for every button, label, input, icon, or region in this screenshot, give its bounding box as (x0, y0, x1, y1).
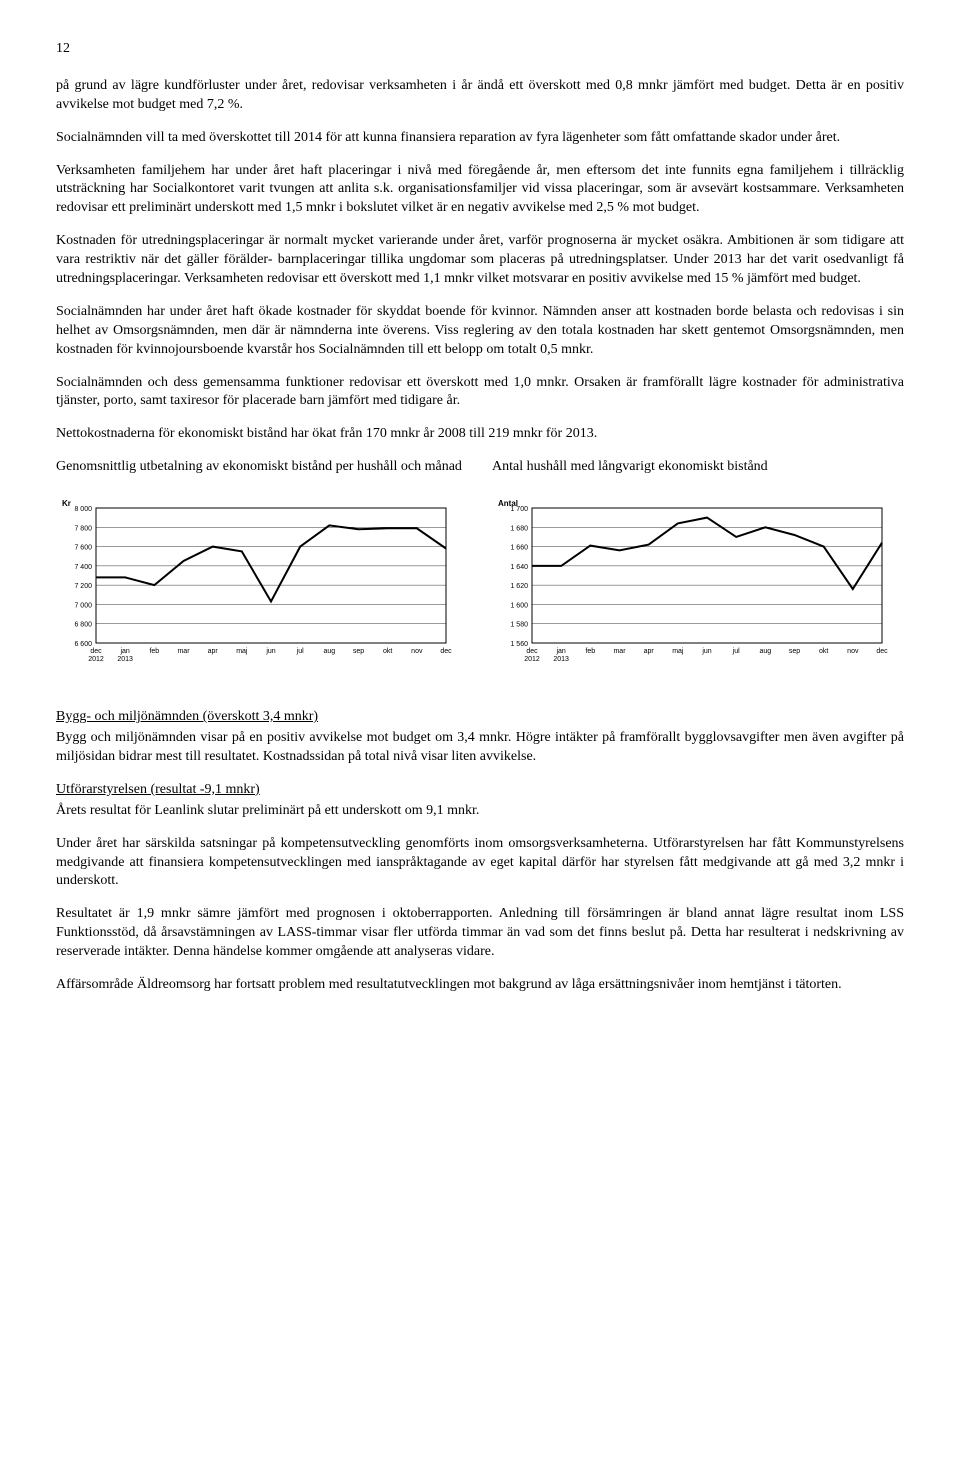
svg-text:sep: sep (789, 648, 800, 655)
svg-text:Kr: Kr (62, 499, 71, 508)
svg-text:7 200: 7 200 (74, 583, 92, 590)
section-heading-utf: Utförarstyrelsen (resultat -9,1 mnkr) (56, 781, 904, 800)
svg-text:mar: mar (613, 648, 626, 655)
svg-text:7 800: 7 800 (74, 526, 92, 533)
svg-text:nov: nov (411, 648, 423, 655)
paragraph: Socialnämnden har under året haft ökade … (56, 303, 904, 360)
paragraph: Bygg och miljönämnden visar på en positi… (56, 729, 904, 767)
svg-text:dec: dec (440, 648, 452, 655)
svg-text:feb: feb (585, 648, 595, 655)
paragraph: Affärsområde Äldreomsorg har fortsatt pr… (56, 976, 904, 995)
svg-text:okt: okt (383, 648, 392, 655)
paragraph: Kostnaden för utredningsplaceringar är n… (56, 232, 904, 289)
svg-text:dec: dec (90, 648, 102, 655)
paragraph: Under året har särskilda satsningar på k… (56, 835, 904, 892)
paragraph: Socialnämnden och dess gemensamma funkti… (56, 374, 904, 412)
svg-text:2013: 2013 (117, 656, 133, 663)
svg-text:apr: apr (644, 648, 655, 655)
page-number: 12 (56, 40, 904, 59)
chart-left-block: Genomsnittlig utbetalning av ekonomiskt … (56, 458, 468, 690)
svg-text:6 600: 6 600 (74, 641, 92, 648)
svg-text:1 680: 1 680 (510, 526, 528, 533)
svg-text:feb: feb (149, 648, 159, 655)
chart-left: Kr 6 600 6 800 7 000 7 200 7 400 7 600 7 800 8 0… (56, 498, 456, 690)
svg-text:okt: okt (819, 648, 828, 655)
svg-text:2013: 2013 (553, 656, 569, 663)
svg-text:apr: apr (208, 648, 219, 655)
svg-text:1 640: 1 640 (510, 564, 528, 571)
svg-text:2012: 2012 (88, 656, 104, 663)
paragraph: Årets resultat för Leanlink slutar preli… (56, 802, 904, 821)
svg-text:7 000: 7 000 (74, 603, 92, 610)
svg-text:jul: jul (732, 648, 740, 655)
svg-text:1 600: 1 600 (510, 603, 528, 610)
section-heading-bygg: Bygg- och miljönämnden (överskott 3,4 mn… (56, 708, 904, 727)
svg-text:1 700: 1 700 (510, 506, 528, 513)
svg-text:maj: maj (236, 648, 248, 655)
svg-text:dec: dec (526, 648, 538, 655)
svg-text:jan: jan (119, 648, 129, 655)
svg-text:maj: maj (672, 648, 684, 655)
svg-text:7 600: 7 600 (74, 545, 92, 552)
svg-text:1 620: 1 620 (510, 583, 528, 590)
svg-text:dec: dec (876, 648, 888, 655)
svg-text:6 800: 6 800 (74, 622, 92, 629)
svg-text:mar: mar (177, 648, 190, 655)
paragraph: Nettokostnaderna för ekonomiskt bistånd … (56, 425, 904, 444)
chart-right-title: Antal hushåll med långvarigt ekonomiskt … (492, 458, 904, 494)
charts-row: Genomsnittlig utbetalning av ekonomiskt … (56, 458, 904, 690)
paragraph: Verksamheten familjehem har under året h… (56, 162, 904, 219)
svg-text:8 000: 8 000 (74, 506, 92, 513)
svg-text:jul: jul (296, 648, 304, 655)
svg-text:jun: jun (265, 648, 275, 655)
paragraph: Socialnämnden vill ta med överskottet ti… (56, 129, 904, 148)
svg-text:1 660: 1 660 (510, 545, 528, 552)
svg-text:7 400: 7 400 (74, 564, 92, 571)
paragraph: Resultatet är 1,9 mnkr sämre jämfört med… (56, 905, 904, 962)
svg-text:nov: nov (847, 648, 859, 655)
svg-text:jun: jun (701, 648, 711, 655)
svg-text:1 580: 1 580 (510, 622, 528, 629)
paragraph: på grund av lägre kundförluster under år… (56, 77, 904, 115)
svg-text:aug: aug (323, 648, 335, 655)
chart-right-block: Antal hushåll med långvarigt ekonomiskt … (492, 458, 904, 690)
svg-text:1 560: 1 560 (510, 641, 528, 648)
svg-text:2012: 2012 (524, 656, 540, 663)
svg-text:aug: aug (759, 648, 771, 655)
svg-text:jan: jan (555, 648, 565, 655)
svg-text:sep: sep (353, 648, 364, 655)
chart-left-title: Genomsnittlig utbetalning av ekonomiskt … (56, 458, 468, 494)
chart-right: Antal1 5601 5801 6001 6201 6401 6601 680… (492, 498, 892, 690)
